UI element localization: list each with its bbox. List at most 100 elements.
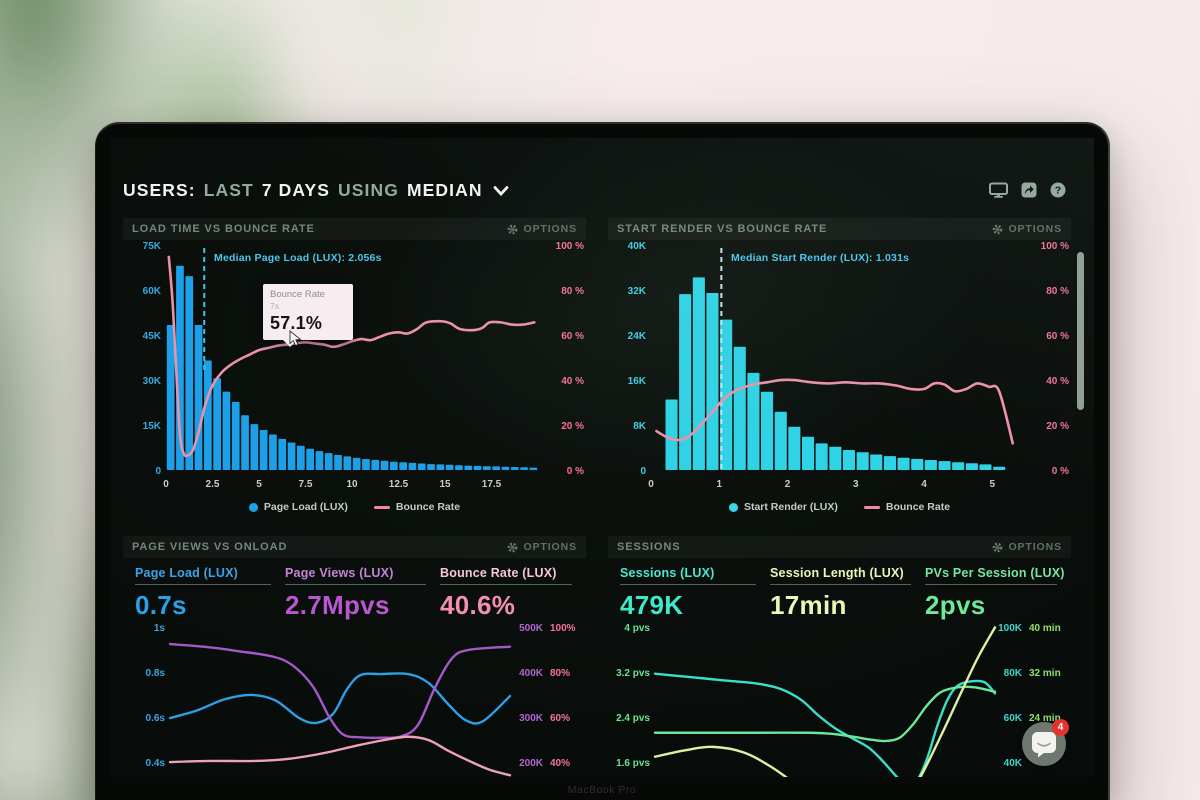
axis-label: 0.4s bbox=[145, 758, 165, 769]
legend-label: Page Load (LUX) bbox=[263, 501, 348, 513]
metric-page-views: Page Views (LUX) 2.7Mpvs bbox=[285, 566, 440, 621]
legend-page-load[interactable]: Page Load (LUX) bbox=[248, 501, 348, 513]
metric-session-length: Session Length (LUX) 17min bbox=[770, 566, 925, 621]
axis-label: 40 % bbox=[561, 376, 584, 387]
panel-title: PAGE VIEWS VS ONLOAD bbox=[132, 541, 288, 553]
options-button[interactable]: OPTIONS bbox=[992, 541, 1062, 553]
legend-bounce-rate[interactable]: Bounce Rate bbox=[863, 501, 950, 513]
x-tick-label: 12.5 bbox=[388, 479, 409, 490]
metric-divider bbox=[925, 584, 1057, 585]
macbook-label: MacBook Pro bbox=[567, 784, 637, 796]
axis-label: 0.6s bbox=[145, 713, 165, 724]
x-tick-label: 10 bbox=[346, 479, 358, 490]
axis-label: 40K bbox=[627, 241, 646, 252]
start-render-chart[interactable] bbox=[651, 248, 1023, 470]
axis-label: 200K 40% bbox=[519, 758, 571, 769]
metrics-row: Page Load (LUX) 0.7s Page Views (LUX) 2.… bbox=[123, 558, 586, 620]
legend-start-render[interactable]: Start Render (LUX) bbox=[728, 501, 838, 513]
options-button[interactable]: OPTIONS bbox=[992, 223, 1062, 235]
metrics-row: Sessions (LUX) 479K Session Length (LUX)… bbox=[608, 558, 1071, 620]
tooltip-subtitle: 7s bbox=[270, 301, 279, 311]
metric-divider bbox=[285, 584, 426, 585]
bars bbox=[665, 277, 1006, 470]
load-time-chart[interactable] bbox=[166, 248, 538, 470]
axis-label: 32K bbox=[627, 286, 646, 297]
axis-label: 100K 40 min bbox=[998, 623, 1061, 634]
axis-label: 16K bbox=[627, 376, 646, 387]
metric-label: PVs Per Session (LUX) bbox=[925, 566, 1065, 580]
dashboard-header: USERS: LAST 7 DAYS USING MEDIAN bbox=[110, 138, 1094, 204]
axis-label: 1.6 pvs bbox=[616, 758, 650, 769]
x-axis: 0 1 2 3 4 5 bbox=[608, 478, 1071, 494]
legend-dot-swatch bbox=[728, 502, 738, 512]
panel-header: START RENDER VS BOUNCE RATE OPTIONS bbox=[608, 218, 1071, 240]
panel-page-views: PAGE VIEWS VS ONLOAD OPTIONS Page Load (… bbox=[123, 536, 586, 777]
median-annotation: Median Page Load (LUX): 2.056s bbox=[214, 252, 382, 264]
axis-label: 60K bbox=[142, 286, 161, 297]
axis-label: 0.8s bbox=[145, 668, 165, 679]
metric-label: Sessions (LUX) bbox=[620, 566, 715, 580]
axis-label: 1s bbox=[153, 623, 165, 634]
dashboard-screen: USERS: LAST 7 DAYS USING MEDIAN bbox=[110, 138, 1094, 777]
x-axis: 0 2.5 5 7.5 10 12.5 15 17.5 bbox=[123, 478, 586, 494]
title-segment: 7 DAYS bbox=[261, 180, 331, 200]
x-tick-label: 5 bbox=[256, 479, 262, 490]
options-label: OPTIONS bbox=[1008, 223, 1062, 235]
axis-label: 4 pvs bbox=[624, 623, 650, 634]
panel-title: LOAD TIME VS BOUNCE RATE bbox=[132, 223, 315, 235]
metric-label: Bounce Rate (LUX) bbox=[440, 566, 557, 580]
x-tick-label: 5 bbox=[989, 479, 996, 490]
legend-label: Bounce Rate bbox=[395, 501, 461, 513]
y-axis-left: 40K 32K 24K 16K 8K 0 bbox=[610, 241, 646, 477]
axis-label: 500K 100% bbox=[519, 623, 576, 634]
x-tick-label: 4 bbox=[921, 479, 927, 490]
bounce-rate-tooltip: Bounce Rate 7s 57.1% bbox=[263, 284, 353, 347]
legend-bounce-rate[interactable]: Bounce Rate bbox=[373, 501, 461, 513]
options-button[interactable]: OPTIONS bbox=[507, 223, 577, 235]
users-range-selector[interactable]: USERS: LAST 7 DAYS USING MEDIAN bbox=[123, 180, 509, 201]
legend-line-swatch bbox=[863, 505, 880, 509]
axis-label: 3.2 pvs bbox=[616, 668, 650, 679]
axis-label: 20 % bbox=[561, 421, 584, 432]
series-page-load bbox=[168, 672, 512, 725]
title-segment: USING bbox=[338, 180, 399, 200]
metric-value: 2pvs bbox=[925, 590, 986, 620]
x-tick-label: 17.5 bbox=[481, 479, 502, 490]
metric-value: 40.6% bbox=[440, 590, 516, 620]
x-tick-label: 2.5 bbox=[205, 479, 220, 490]
help-icon[interactable]: ? bbox=[1050, 182, 1066, 198]
metric-value: 17min bbox=[770, 590, 847, 620]
axis-label: 60 % bbox=[561, 331, 584, 342]
metric-bounce-rate: Bounce Rate (LUX) 40.6% bbox=[440, 566, 586, 621]
display-icon[interactable] bbox=[989, 182, 1008, 198]
metric-sessions: Sessions (LUX) 479K bbox=[620, 566, 770, 621]
legend-dot-swatch bbox=[248, 502, 258, 512]
axis-label: 0 % bbox=[566, 466, 584, 477]
sessions-chart[interactable] bbox=[653, 623, 997, 777]
share-icon[interactable] bbox=[1021, 182, 1037, 198]
chat-bubble-icon bbox=[1031, 731, 1057, 758]
series-bounce-rate bbox=[168, 735, 512, 777]
metric-pvs-per-session: PVs Per Session (LUX) 2pvs bbox=[925, 566, 1071, 621]
metric-divider bbox=[620, 584, 756, 585]
gear-icon bbox=[992, 542, 1003, 553]
x-tick-label: 3 bbox=[852, 479, 859, 490]
bars bbox=[166, 265, 538, 470]
panel-title: START RENDER VS BOUNCE RATE bbox=[617, 223, 828, 235]
axis-label: 80K 32 min bbox=[1003, 668, 1061, 679]
axis-label: 100 % bbox=[555, 241, 584, 252]
options-button[interactable]: OPTIONS bbox=[507, 541, 577, 553]
axis-label: 40K bbox=[1003, 758, 1022, 769]
page-views-chart[interactable] bbox=[168, 623, 512, 777]
gear-icon bbox=[992, 224, 1003, 235]
bounce-rate-line bbox=[655, 378, 1015, 445]
axis-label: 24K bbox=[627, 331, 646, 342]
scrollbar-thumb[interactable] bbox=[1077, 252, 1084, 410]
chat-widget-button[interactable]: 4 bbox=[1022, 719, 1069, 766]
legend-line-swatch bbox=[373, 505, 390, 509]
axis-label: 80 % bbox=[561, 286, 584, 297]
axis-label: 100 % bbox=[1040, 241, 1069, 252]
axis-label: 0 % bbox=[1051, 466, 1069, 477]
metric-value: 2.7Mpvs bbox=[285, 590, 390, 620]
